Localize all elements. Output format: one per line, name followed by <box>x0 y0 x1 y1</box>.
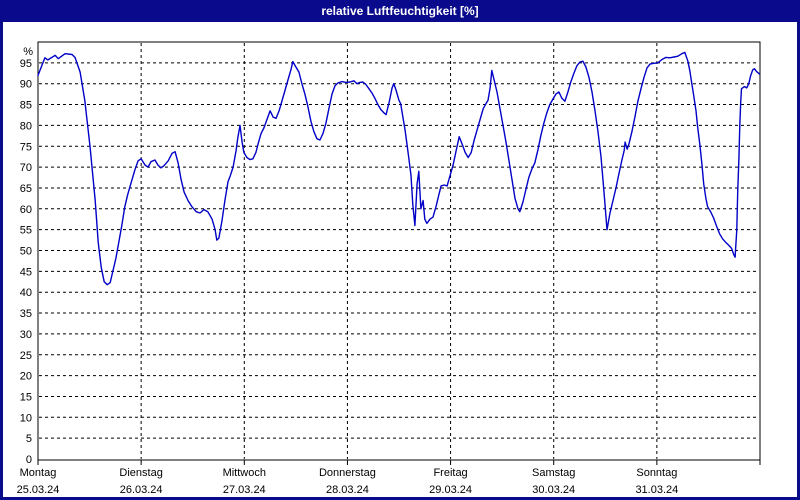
humidity-line-chart: 0 5 10 15 20 25 30 35 40 45 50 55 60 65 70 75 80 85 90 95% M… <box>17 41 761 496</box>
chart-area: 0 5 10 15 20 25 30 35 40 45 50 55 60 65 70 75 80 85 90 95% M… <box>3 22 797 497</box>
humidity-series-line <box>37 51 761 286</box>
day-date-label: 30.03.24 <box>532 484 575 496</box>
y-tick-label-60: 60 <box>20 204 32 216</box>
day-name-label: Mittwoch <box>223 467 266 479</box>
title-bar: relative Luftfeuchtigkeit [%] <box>0 0 800 22</box>
y-tick-label-80: 80 <box>20 120 32 132</box>
day-name-label: Montag <box>20 467 57 479</box>
window-title: relative Luftfeuchtigkeit [%] <box>321 4 479 18</box>
y-tick-label-0: 0 <box>26 454 32 466</box>
y-tick-label-30: 30 <box>20 329 32 341</box>
y-tick-label-55: 55 <box>20 225 32 237</box>
y-axis-unit-label: % <box>23 46 33 58</box>
y-tick-label-5: 5 <box>26 433 32 445</box>
y-tick-label-40: 40 <box>20 287 32 299</box>
y-tick-label-75: 75 <box>20 141 32 153</box>
y-tick-label-10: 10 <box>20 412 32 424</box>
day-name-label: Donnerstag <box>319 467 376 479</box>
day-date-label: 25.03.24 <box>17 484 60 496</box>
day-name-label: Samstag <box>532 467 575 479</box>
day-name-label: Dienstag <box>119 467 162 479</box>
y-tick-label-45: 45 <box>20 266 32 278</box>
day-date-label: 31.03.24 <box>635 484 678 496</box>
plot-frame <box>37 41 761 461</box>
y-tick-label-15: 15 <box>20 391 32 403</box>
y-tick-label-95: 95 <box>20 58 32 70</box>
day-date-label: 28.03.24 <box>326 484 369 496</box>
y-tick-label-70: 70 <box>20 162 32 174</box>
y-tick-label-35: 35 <box>20 308 32 320</box>
y-tick-label-85: 85 <box>20 100 32 112</box>
day-date-label: 27.03.24 <box>223 484 266 496</box>
day-date-label: 26.03.24 <box>120 484 163 496</box>
day-date-label: 29.03.24 <box>429 484 472 496</box>
day-name-label: Freitag <box>433 467 467 479</box>
y-tick-label-90: 90 <box>20 79 32 91</box>
y-tick-label-25: 25 <box>20 350 32 362</box>
y-tick-label-50: 50 <box>20 246 32 258</box>
y-tick-label-65: 65 <box>20 183 32 195</box>
y-tick-label-20: 20 <box>20 371 32 383</box>
day-name-label: Sonntag <box>636 467 677 479</box>
